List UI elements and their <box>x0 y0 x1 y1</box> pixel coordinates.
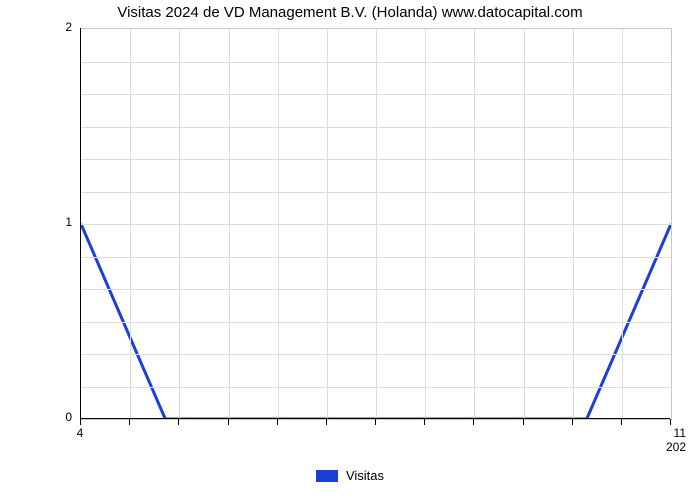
grid-horizontal <box>81 289 671 290</box>
x-tick-mark <box>228 419 229 425</box>
x-tick-mark <box>178 419 179 425</box>
x-tick-mark <box>572 419 573 425</box>
grid-horizontal <box>81 354 671 355</box>
legend-swatch <box>316 470 338 482</box>
plot-area <box>80 28 672 420</box>
grid-horizontal <box>81 322 671 323</box>
x-tick-mark <box>523 419 524 425</box>
grid-horizontal <box>81 192 671 193</box>
x-tick-mark <box>670 419 671 425</box>
grid-horizontal <box>81 159 671 160</box>
x-tick-mark <box>277 419 278 425</box>
x-right-label-top: 11 <box>656 426 686 440</box>
x-tick-mark <box>80 419 81 425</box>
y-axis-line <box>80 28 81 418</box>
x-tick-mark <box>621 419 622 425</box>
x-tick-mark <box>424 419 425 425</box>
grid-horizontal <box>81 94 671 95</box>
x-tick-mark <box>326 419 327 425</box>
y-tick-label: 0 <box>54 410 72 424</box>
x-left-label: 4 <box>70 426 90 440</box>
y-tick-label: 1 <box>54 215 72 229</box>
x-right-label-bottom: 202 <box>656 440 686 454</box>
grid-horizontal <box>81 387 671 388</box>
chart-container: { "chart": { "type": "line", "title": "V… <box>0 0 700 500</box>
legend-label: Visitas <box>346 468 384 483</box>
legend: Visitas <box>0 468 700 483</box>
chart-title: Visitas 2024 de VD Management B.V. (Hola… <box>0 4 700 21</box>
x-tick-mark <box>129 419 130 425</box>
grid-horizontal <box>81 127 671 128</box>
y-tick-label: 2 <box>54 20 72 34</box>
x-tick-mark <box>473 419 474 425</box>
grid-horizontal <box>81 62 671 63</box>
grid-horizontal <box>81 224 671 225</box>
grid-horizontal <box>81 257 671 258</box>
x-tick-mark <box>375 419 376 425</box>
